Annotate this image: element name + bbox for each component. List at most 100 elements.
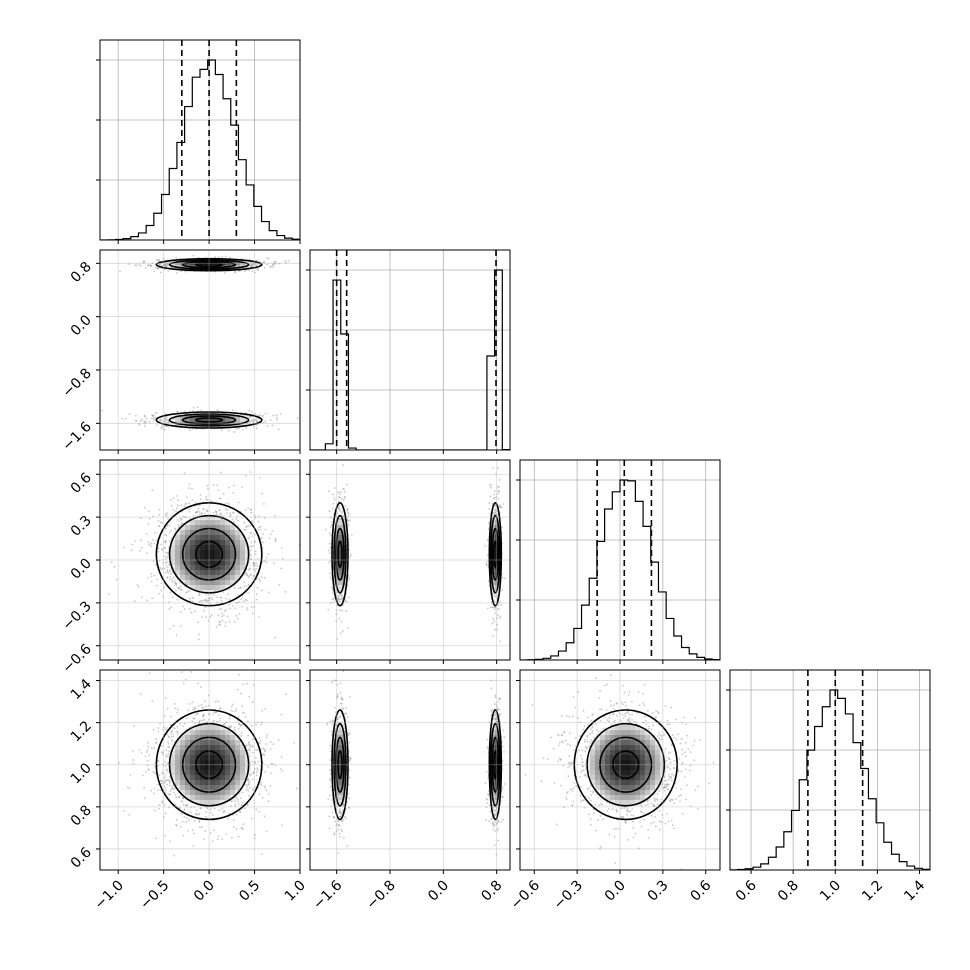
sample-point [493, 509, 496, 512]
sample-point [488, 508, 491, 510]
density-cell [185, 565, 191, 571]
sample-point [280, 567, 283, 570]
sample-point [174, 707, 177, 710]
sample-point [263, 576, 266, 579]
sample-point [228, 607, 231, 610]
sample-point [153, 270, 156, 273]
density-cell [220, 570, 226, 576]
density-cell [190, 520, 196, 526]
sample-point [258, 476, 261, 479]
sample-point [338, 517, 341, 520]
density-cell [205, 570, 211, 576]
sample-point [330, 586, 333, 588]
density-cell [205, 545, 211, 551]
density-cell [180, 525, 186, 531]
density-cell [235, 575, 241, 581]
sample-point [486, 554, 489, 557]
sample-point [145, 533, 148, 535]
density-cell [225, 525, 231, 531]
sample-point [486, 539, 489, 541]
sample-point [164, 561, 167, 564]
sample-point [200, 703, 203, 706]
sample-point [274, 540, 277, 542]
density-cell [245, 260, 251, 266]
density-cell [200, 580, 206, 586]
density-cell [215, 565, 221, 571]
sample-point [497, 604, 500, 607]
sample-point [164, 761, 166, 763]
sample-point [184, 270, 187, 273]
density-cell [230, 535, 236, 541]
sample-point [218, 509, 221, 512]
density-cell [185, 520, 191, 526]
sample-point [347, 523, 350, 526]
sample-point [159, 722, 161, 725]
sample-point [210, 614, 213, 616]
density-cell [205, 580, 211, 586]
sample-point [252, 568, 255, 571]
sample-point [250, 549, 252, 552]
sample-point [216, 409, 219, 412]
sample-point [265, 556, 268, 559]
density-cell [210, 555, 216, 561]
sample-point [348, 596, 350, 599]
sample-point [330, 534, 332, 537]
sample-point [280, 546, 283, 549]
sample-point [231, 703, 234, 706]
sample-point [140, 265, 142, 267]
sample-point [170, 606, 173, 609]
sample-point [256, 564, 259, 567]
sample-point [199, 686, 202, 689]
sample-point [209, 615, 212, 618]
sample-point [350, 533, 353, 536]
sample-point [346, 483, 349, 486]
sample-point [268, 537, 271, 540]
sample-point [220, 612, 223, 615]
sample-point [328, 542, 331, 545]
density-cell [225, 560, 231, 566]
density-cell [180, 420, 186, 426]
density-cell [200, 520, 206, 526]
sample-point [262, 502, 265, 505]
sample-point [489, 512, 492, 515]
density-cell [185, 575, 191, 581]
density-cell [175, 540, 181, 546]
sample-point [279, 413, 282, 415]
sample-point [164, 425, 167, 428]
sample-point [204, 830, 207, 832]
sample-point [504, 577, 506, 580]
sample-point [216, 484, 219, 487]
sample-point [182, 605, 185, 608]
density-cell [190, 540, 196, 546]
sample-point [249, 573, 252, 576]
sample-point [271, 424, 274, 427]
sample-point [237, 501, 240, 504]
sample-point [159, 521, 162, 524]
sample-point [249, 471, 252, 473]
sample-point [228, 603, 231, 606]
sample-point [172, 576, 175, 579]
density-cell [175, 260, 181, 266]
sample-point [176, 410, 179, 413]
sample-point [167, 518, 170, 520]
sample-point [158, 420, 161, 423]
sample-point [269, 265, 272, 268]
sample-point [493, 600, 496, 603]
sample-point [101, 409, 104, 412]
sample-point [200, 409, 203, 412]
sample-point [496, 608, 499, 611]
sample-point [194, 501, 197, 504]
sample-point [269, 533, 272, 536]
sample-point [256, 768, 259, 771]
sample-point [151, 417, 153, 420]
sample-point [172, 509, 175, 511]
density-cell [230, 570, 236, 576]
sample-point [177, 499, 180, 501]
sample-point [154, 532, 157, 534]
sample-point [347, 627, 349, 629]
sample-point [222, 492, 225, 495]
sample-point [347, 515, 349, 517]
density-cell [215, 580, 221, 586]
density-cell [335, 525, 341, 531]
panel-frame [309, 249, 511, 451]
